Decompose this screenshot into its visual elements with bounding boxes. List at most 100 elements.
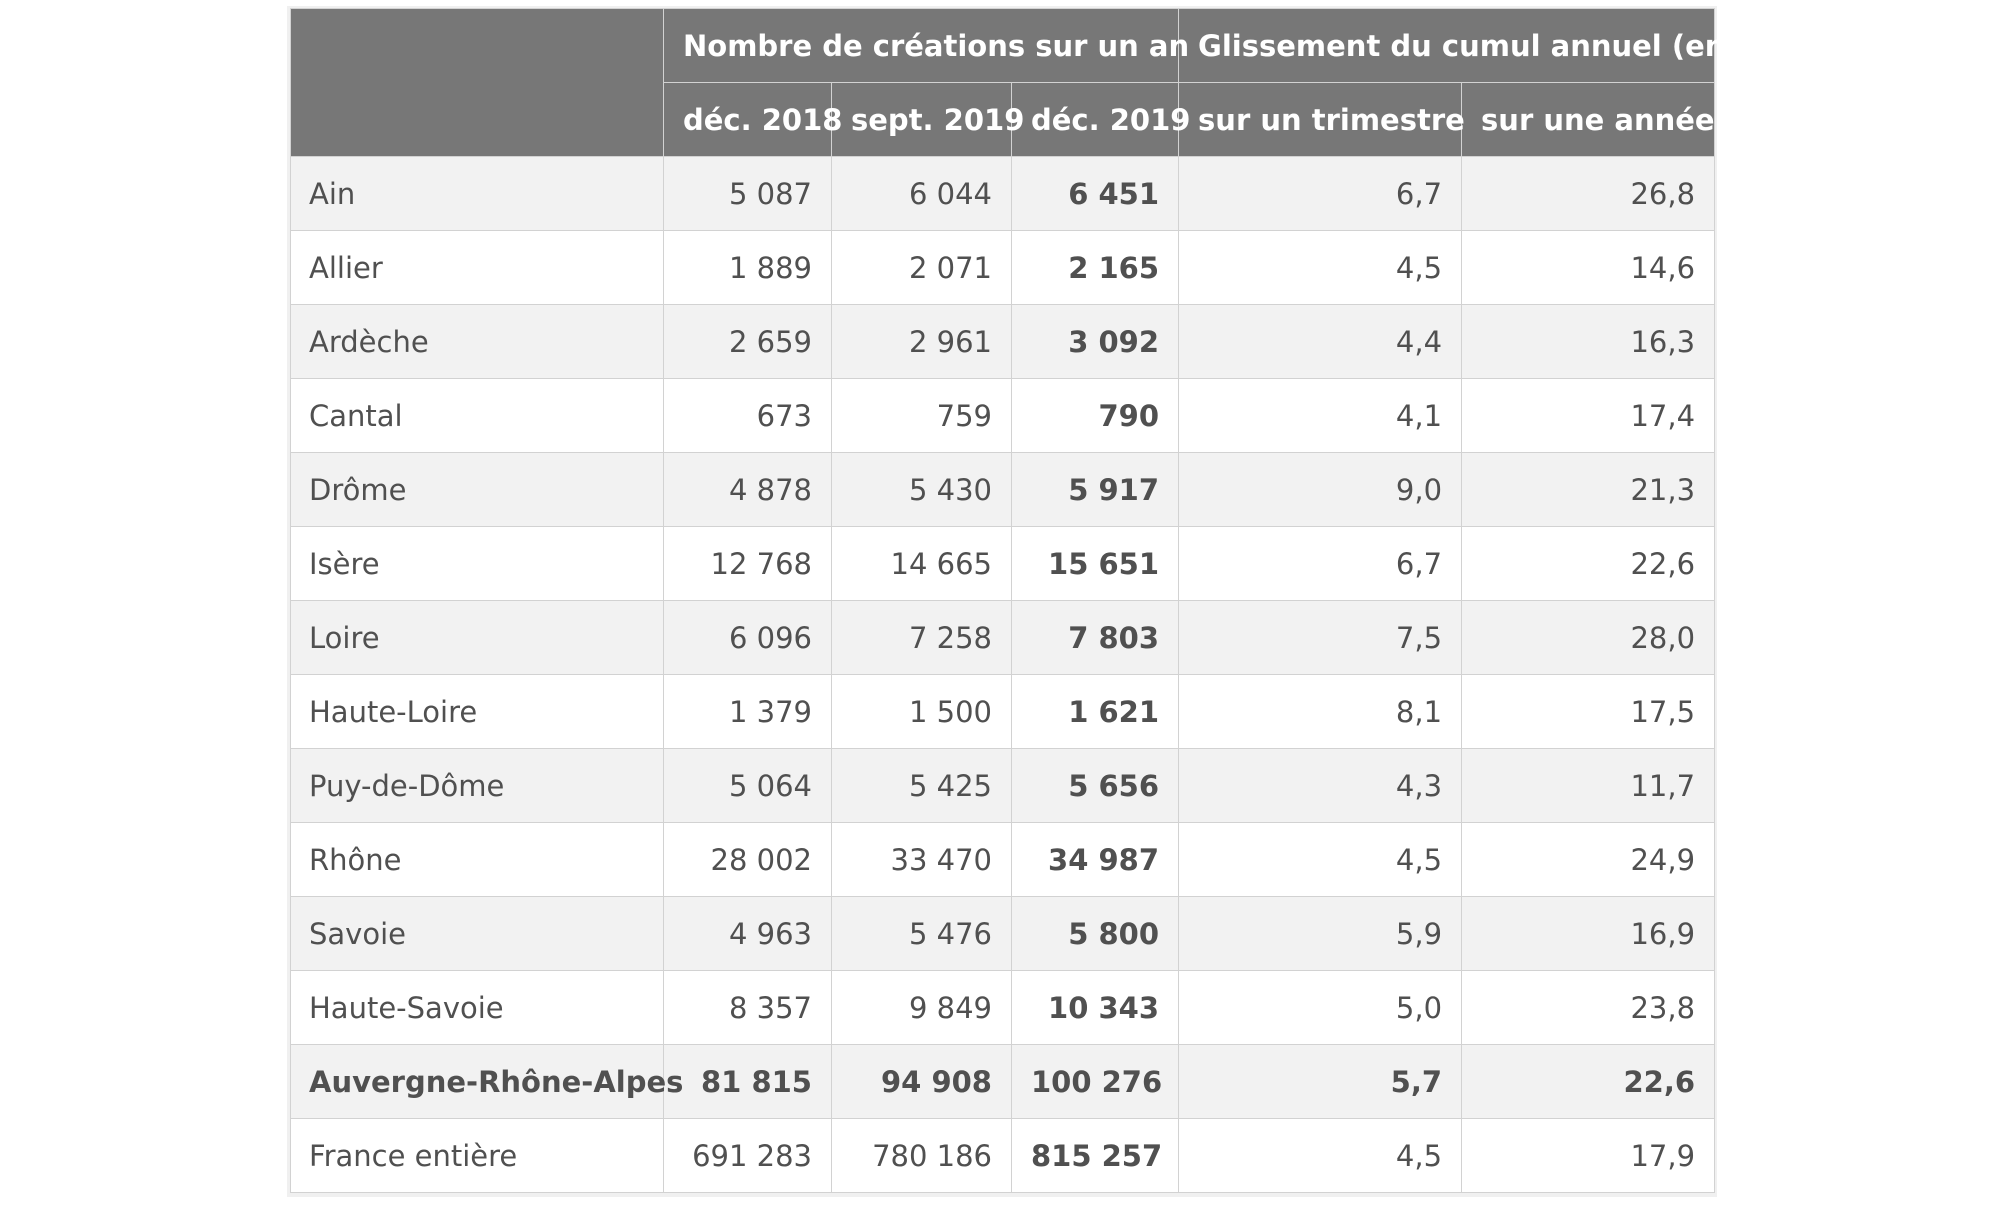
- row-label: France entière: [290, 1118, 664, 1193]
- table-cell: 5 800: [1010, 896, 1180, 971]
- table-row: Loire 6 096 7 258 7 803 7,5 28,0: [290, 600, 1716, 675]
- row-label: Ardèche: [290, 304, 664, 379]
- table-row: Puy-de-Dôme 5 064 5 425 5 656 4,3 11,7: [290, 748, 1716, 823]
- row-label: Rhône: [290, 822, 664, 897]
- table-cell: 5,7: [1178, 1044, 1463, 1119]
- table-cell: 1 889: [663, 230, 832, 305]
- row-label: Cantal: [290, 378, 664, 453]
- table-row: Haute-Loire 1 379 1 500 1 621 8,1 17,5: [290, 674, 1716, 749]
- table-cell: 4,5: [1178, 822, 1463, 897]
- table-body: Ain 5 087 6 044 6 451 6,7 26,8 Allier 1 889 2 07…: [290, 156, 1716, 1193]
- table-cell: 24,9: [1461, 822, 1716, 897]
- row-label: Isère: [290, 526, 664, 601]
- table-cell: 1 621: [1010, 674, 1180, 749]
- row-label: Ain: [290, 156, 664, 231]
- table-row: France entière 691 283 780 186 815 257 4,5 17…: [290, 1118, 1716, 1193]
- table-header: Nombre de créations sur un an Glissement…: [290, 8, 1778, 157]
- table-cell: 790: [1010, 378, 1180, 453]
- table-cell: 5 087: [663, 156, 832, 231]
- table-cell: 28,0: [1461, 600, 1716, 675]
- table-row: Auvergne-Rhône-Alpes 81 815 94 908 100 276 5…: [290, 1044, 1716, 1119]
- header-corner-cell: [290, 8, 664, 157]
- table-row: Haute-Savoie 8 357 9 849 10 343 5,0 23,8: [290, 970, 1716, 1045]
- table-cell: 8 357: [663, 970, 832, 1045]
- table-cell: 3 092: [1010, 304, 1180, 379]
- table-cell: 16,3: [1461, 304, 1716, 379]
- table-cell: 21,3: [1461, 452, 1716, 527]
- group-header-creations: Nombre de créations sur un an: [662, 8, 1189, 83]
- table-cell: 4 878: [663, 452, 832, 527]
- table-cell: 11,7: [1461, 748, 1716, 823]
- table-cell: 9,0: [1178, 452, 1463, 527]
- table-cell: 5 430: [831, 452, 1012, 527]
- table-cell: 5 064: [663, 748, 832, 823]
- table-cell: 22,6: [1461, 1044, 1716, 1119]
- row-label: Loire: [290, 600, 664, 675]
- table-cell: 5,9: [1178, 896, 1463, 971]
- table-cell: 26,8: [1461, 156, 1716, 231]
- table-cell: 34 987: [1010, 822, 1180, 897]
- column-header-dec-2019: déc. 2019: [1010, 82, 1190, 157]
- column-header-dec-2018: déc. 2018: [663, 82, 842, 157]
- table-cell: 7,5: [1178, 600, 1463, 675]
- row-label: Drôme: [290, 452, 664, 527]
- table-cell: 4,5: [1178, 230, 1463, 305]
- table-cell: 6 451: [1010, 156, 1180, 231]
- table-cell: 780 186: [831, 1118, 1012, 1193]
- table-cell: 6,7: [1178, 526, 1463, 601]
- table-cell: 94 908: [831, 1044, 1012, 1119]
- data-table: Nombre de créations sur un an Glissement…: [290, 8, 1778, 1193]
- table-cell: 2 961: [831, 304, 1012, 379]
- table-row: Ardèche 2 659 2 961 3 092 4,4 16,3: [290, 304, 1716, 379]
- table-cell: 9 849: [831, 970, 1012, 1045]
- table-cell: 5 476: [831, 896, 1012, 971]
- table-cell: 759: [831, 378, 1012, 453]
- table-row: Rhône 28 002 33 470 34 987 4,5 24,9: [290, 822, 1716, 897]
- table-row: Cantal 673 759 790 4,1 17,4: [290, 378, 1716, 453]
- table-row: Allier 1 889 2 071 2 165 4,5 14,6: [290, 230, 1716, 305]
- table-row: Savoie 4 963 5 476 5 800 5,9 16,9: [290, 896, 1716, 971]
- row-label: Puy-de-Dôme: [290, 748, 664, 823]
- table-cell: 6,7: [1178, 156, 1463, 231]
- table-cell: 691 283: [663, 1118, 832, 1193]
- column-header-trimestre: sur un trimestre: [1178, 82, 1465, 157]
- table-cell: 4,1: [1178, 378, 1463, 453]
- table-cell: 12 768: [663, 526, 832, 601]
- table-cell: 16,9: [1461, 896, 1716, 971]
- column-header-sept-2019: sept. 2019: [831, 82, 1024, 157]
- table-cell: 4,4: [1178, 304, 1463, 379]
- group-header-glissement: Glissement du cumul annuel (en %): [1178, 8, 1778, 83]
- table-cell: 17,9: [1461, 1118, 1716, 1193]
- table-cell: 10 343: [1010, 970, 1180, 1045]
- table-cell: 2 659: [663, 304, 832, 379]
- table-cell: 8,1: [1178, 674, 1463, 749]
- table-cell: 23,8: [1461, 970, 1716, 1045]
- table-row: Isère 12 768 14 665 15 651 6,7 22,6: [290, 526, 1716, 601]
- column-header-annee: sur une année: [1461, 82, 1716, 157]
- table-cell: 5,0: [1178, 970, 1463, 1045]
- table-cell: 815 257: [1010, 1118, 1180, 1193]
- table-cell: 6 044: [831, 156, 1012, 231]
- table-cell: 4,3: [1178, 748, 1463, 823]
- table-cell: 5 656: [1010, 748, 1180, 823]
- table-cell: 2 165: [1010, 230, 1180, 305]
- table-cell: 1 500: [831, 674, 1012, 749]
- table-cell: 33 470: [831, 822, 1012, 897]
- table-cell: 2 071: [831, 230, 1012, 305]
- table-row: Ain 5 087 6 044 6 451 6,7 26,8: [290, 156, 1716, 231]
- table-cell: 6 096: [663, 600, 832, 675]
- row-label: Haute-Loire: [290, 674, 664, 749]
- table-cell: 17,5: [1461, 674, 1716, 749]
- table-cell: 5 425: [831, 748, 1012, 823]
- table-cell: 22,6: [1461, 526, 1716, 601]
- row-label: Allier: [290, 230, 664, 305]
- table-cell: 14,6: [1461, 230, 1716, 305]
- table-cell: 673: [663, 378, 832, 453]
- table-cell: 14 665: [831, 526, 1012, 601]
- table-cell: 81 815: [663, 1044, 832, 1119]
- table-container: Nombre de créations sur un an Glissement…: [287, 6, 1778, 1197]
- table-cell: 5 917: [1010, 452, 1180, 527]
- table-cell: 28 002: [663, 822, 832, 897]
- table-cell: 4,5: [1178, 1118, 1463, 1193]
- table-cell: 7 803: [1010, 600, 1180, 675]
